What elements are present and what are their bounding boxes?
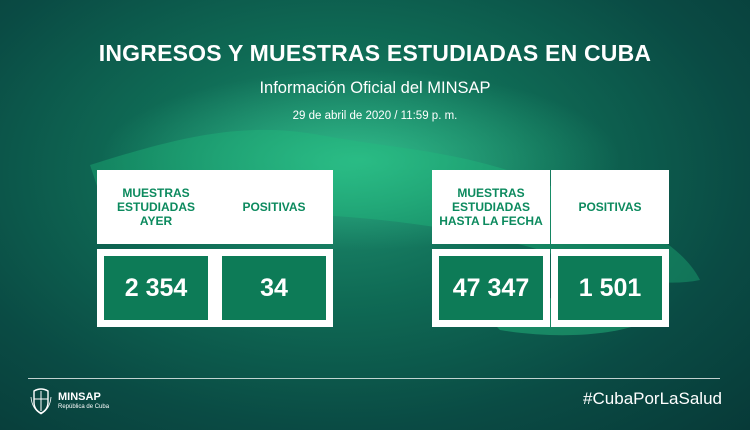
card-value-box: 1 501 bbox=[551, 249, 669, 327]
page-title: INGRESOS Y MUESTRAS ESTUDIADAS EN CUBA bbox=[98, 40, 652, 66]
card-muestras-ayer: MUESTRAS ESTUDIADAS AYER 2 354 bbox=[97, 170, 215, 327]
card-value-box: 34 bbox=[215, 249, 333, 327]
logo-text: MINSAP República de Cuba bbox=[58, 391, 109, 411]
card-value-box: 2 354 bbox=[97, 249, 215, 327]
minsap-logo: MINSAP República de Cuba bbox=[30, 386, 109, 416]
card-positivas-total: POSITIVAS 1 501 bbox=[551, 170, 669, 327]
card-value: 47 347 bbox=[439, 256, 543, 320]
card-label: MUESTRAS ESTUDIADAS AYER bbox=[97, 170, 215, 244]
coat-of-arms-icon bbox=[30, 388, 52, 415]
logo-subtitle: República de Cuba bbox=[58, 404, 110, 410]
card-value: 34 bbox=[222, 256, 326, 320]
card-label: POSITIVAS bbox=[215, 170, 333, 244]
hashtag: #CubaPorLaSalud bbox=[583, 389, 722, 408]
card-value: 1 501 bbox=[558, 256, 662, 320]
page-subtitle: Información Oficial del MINSAP bbox=[259, 79, 491, 97]
logo-name: MINSAP bbox=[58, 391, 101, 403]
card-label: POSITIVAS bbox=[551, 170, 669, 244]
card-muestras-total: MUESTRAS ESTUDIADAS HASTA LA FECHA 47 34… bbox=[432, 170, 550, 327]
card-value: 2 354 bbox=[104, 256, 208, 320]
card-label: MUESTRAS ESTUDIADAS HASTA LA FECHA bbox=[432, 170, 550, 244]
report-date: 29 de abril de 2020 / 11:59 p. m. bbox=[292, 110, 458, 122]
card-positivas-ayer: POSITIVAS 34 bbox=[215, 170, 333, 327]
card-value-box: 47 347 bbox=[432, 249, 550, 327]
footer-divider bbox=[28, 378, 720, 379]
